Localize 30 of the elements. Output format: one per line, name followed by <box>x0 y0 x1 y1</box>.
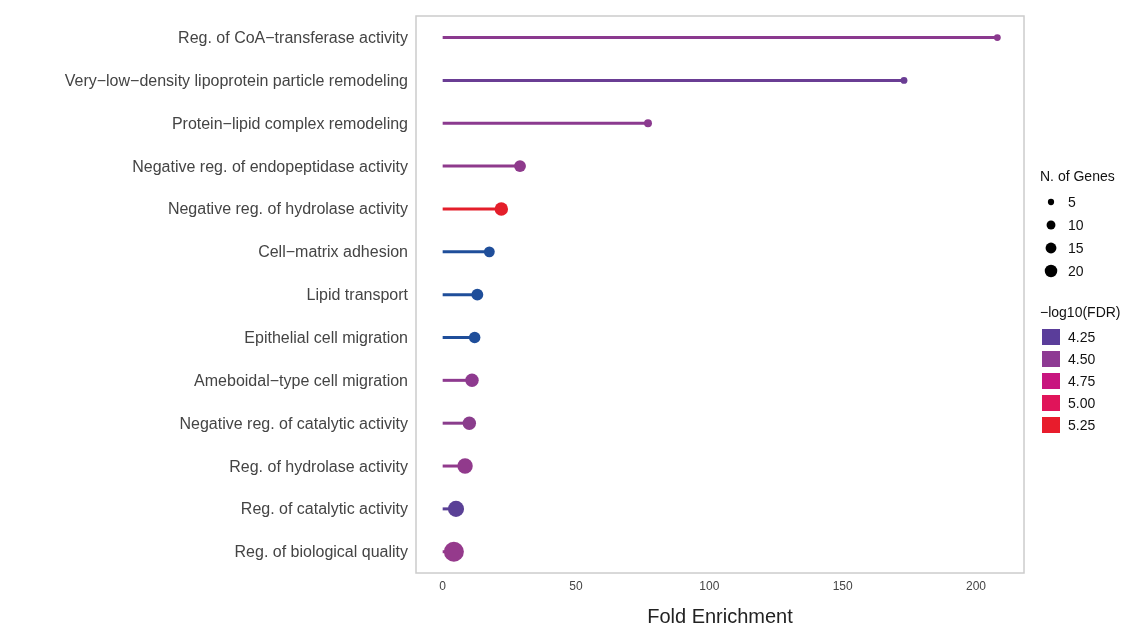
color-bar-title: −log10(FDR) <box>1040 304 1121 320</box>
x-tick-label: 0 <box>439 578 447 593</box>
legend-label: 5 <box>1068 193 1076 210</box>
color-bar-label: 5.25 <box>1068 417 1096 433</box>
y-tick-label: Reg. of CoA−transferase activity <box>178 29 408 47</box>
y-tick-label: Epithelial cell migration <box>244 329 408 347</box>
y-tick-label: Very−low−density lipoprotein particle remodeling <box>64 71 408 89</box>
y-tick-label: Lipid transport <box>306 286 409 304</box>
color-bar-label: 4.50 <box>1068 351 1096 367</box>
y-tick-label: Reg. of catalytic activity <box>240 500 408 518</box>
legend-label: 20 <box>1068 262 1084 279</box>
y-tick-label: Ameboidal−type cell migration <box>194 371 408 389</box>
x-tick-label: 50 <box>569 578 583 593</box>
legend-label: 10 <box>1068 216 1084 233</box>
x-tick-label: 150 <box>832 578 853 593</box>
legend-title: N. of Genes <box>1040 168 1116 184</box>
y-tick-label: Negative reg. of endopeptidase activity <box>132 157 408 175</box>
color-bar-label: 4.25 <box>1068 329 1096 345</box>
y-tick-label: Protein−lipid complex remodeling <box>171 114 408 132</box>
color-bar-label: 4.75 <box>1068 373 1096 389</box>
legend-label: 15 <box>1068 239 1084 256</box>
color-bar-label: 5.00 <box>1068 395 1096 411</box>
y-tick-label: Negative reg. of catalytic activity <box>179 414 408 432</box>
y-tick-label: Reg. of hydrolase activity <box>229 457 408 475</box>
x-tick-label: 100 <box>699 578 720 593</box>
x-axis-title: Fold Enrichment <box>647 605 794 627</box>
y-tick-label: Negative reg. of hydrolase activity <box>167 200 408 218</box>
y-tick-label: Reg. of biological quality <box>234 543 408 561</box>
y-tick-label: Cell−matrix adhesion <box>258 243 408 261</box>
x-tick-label: 200 <box>965 578 987 593</box>
